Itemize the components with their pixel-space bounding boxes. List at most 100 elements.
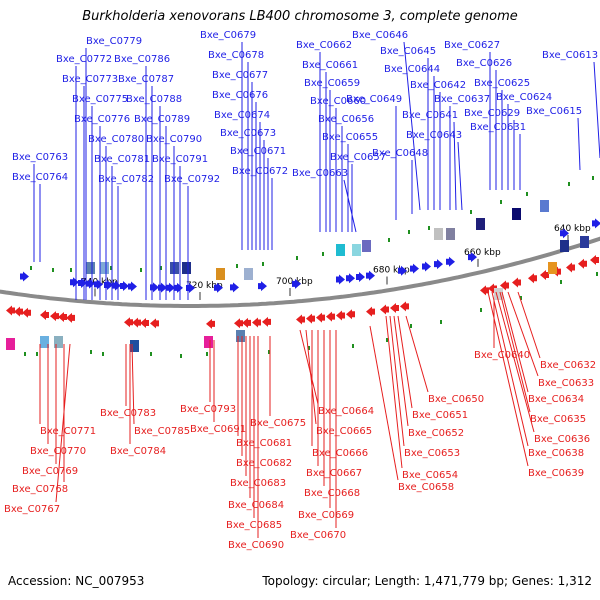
gene-label-bottom: Bxe_C0767	[4, 504, 60, 515]
gene-arrow-bottom	[390, 303, 399, 313]
gene-label-top: Bxe_C0624	[496, 92, 552, 103]
gene-label-top: Bxe_C0646	[352, 30, 408, 41]
gene-label-bottom: Bxe_C0783	[100, 408, 156, 419]
feature-block	[6, 338, 15, 350]
feature-block	[362, 240, 371, 252]
gene-label-top: Bxe_C0660	[310, 96, 366, 107]
gene-label-bottom: Bxe_C0684	[228, 500, 284, 511]
gene-arrow-top	[366, 270, 375, 281]
gene-label-bottom: Bxe_C0651	[412, 410, 468, 421]
gene-arrow-top	[94, 279, 103, 290]
gene-arrow-bottom	[346, 309, 355, 320]
gene-label-top: Bxe_C0626	[456, 58, 512, 69]
genome-summary: Topology: circular; Length: 1,471,779 bp…	[262, 574, 592, 588]
feature-block	[100, 262, 109, 274]
feature-block	[494, 288, 503, 300]
gene-arrow-bottom	[366, 306, 375, 317]
marker-tick	[70, 268, 72, 272]
marker-tick	[52, 268, 54, 272]
marker-tick	[440, 320, 442, 324]
gene-label-bottom: Bxe_C0636	[534, 434, 590, 445]
marker-tick	[24, 352, 26, 356]
gene-label-top: Bxe_C0637	[434, 94, 490, 105]
marker-tick	[180, 354, 182, 358]
marker-tick	[236, 264, 238, 268]
gene-label-bottom: Bxe_C0635	[530, 414, 586, 425]
gene-label-bottom-leader	[55, 343, 71, 503]
gene-label-bottom-leader	[299, 329, 319, 405]
map-title: Burkholderia xenovorans LB400 chromosome…	[82, 9, 518, 24]
gene-label-bottom: Bxe_C0652	[408, 428, 464, 439]
gene-label-bottom: Bxe_C0654	[402, 470, 458, 481]
gene-label-bottom: Bxe_C0784	[110, 446, 166, 457]
gene-label-bottom: Bxe_C0770	[30, 446, 86, 457]
gene-label-bottom: Bxe_C0690	[228, 540, 284, 551]
gene-label-top: Bxe_C0781	[94, 154, 150, 165]
gene-arrow-bottom	[380, 304, 389, 315]
marker-tick	[36, 352, 38, 356]
gene-label-bottom-leader	[499, 291, 531, 413]
gene-label-bottom: Bxe_C0664	[318, 406, 374, 417]
gene-label-top: Bxe_C0679	[200, 30, 256, 41]
gene-label-top: Bxe_C0662	[296, 40, 352, 51]
gene-arrow-bottom	[566, 262, 575, 273]
gene-label-top: Bxe_C0645	[380, 46, 436, 57]
gene-label-bottom: Bxe_C0668	[304, 488, 360, 499]
gene-arrow-bottom	[150, 318, 159, 329]
gene-label-top: Bxe_C0655	[322, 132, 378, 143]
gene-arrow-top	[560, 228, 569, 239]
gene-arrow-top	[112, 280, 121, 291]
gene-arrow-top	[174, 282, 183, 293]
marker-tick	[308, 346, 310, 350]
gene-label-bottom-leader	[389, 315, 405, 447]
scale-label: 680 kbp	[373, 265, 410, 275]
gene-arrow-bottom	[14, 306, 23, 317]
feature-block	[182, 262, 191, 274]
gene-arrow-bottom	[58, 312, 67, 323]
gene-label-top: Bxe_C0775	[72, 94, 128, 105]
marker-tick	[160, 266, 162, 270]
gene-arrow-top	[120, 281, 129, 292]
gene-arrow-bottom	[50, 311, 59, 322]
marker-tick	[30, 266, 32, 270]
feature-block	[434, 228, 443, 240]
gene-arrow-bottom	[316, 312, 325, 323]
gene-arrow-top	[258, 281, 267, 292]
gene-label-bottom: Bxe_C0769	[22, 466, 78, 477]
gene-label-top: Bxe_C0678	[208, 50, 264, 61]
gene-label-bottom-leader	[405, 315, 429, 393]
gene-arrow-top	[78, 277, 87, 288]
gene-label-top-leader	[577, 117, 581, 171]
gene-arrow-top	[166, 282, 175, 293]
marker-tick	[150, 352, 152, 356]
marker-tick	[322, 252, 324, 256]
gene-label-top: Bxe_C0776	[74, 114, 130, 125]
chromosome-backbone	[0, 236, 600, 308]
gene-arrow-top	[70, 277, 79, 288]
gene-arrow-bottom	[40, 310, 49, 320]
gene-arrow-bottom	[590, 255, 599, 265]
gene-label-bottom-leader	[369, 325, 399, 481]
marker-tick	[568, 182, 570, 186]
feature-block	[540, 200, 549, 212]
marker-tick	[520, 296, 522, 300]
gene-arrow-top	[422, 261, 431, 272]
gene-label-top: Bxe_C0672	[232, 166, 288, 177]
feature-block	[580, 236, 589, 248]
gene-label-bottom: Bxe_C0785	[134, 426, 190, 437]
feature-block	[40, 336, 49, 348]
gene-label-bottom: Bxe_C0639	[528, 468, 584, 479]
gene-arrow-bottom	[400, 301, 409, 312]
gene-arrow-top	[86, 278, 95, 289]
marker-tick	[388, 238, 390, 242]
gene-arrow-bottom	[306, 313, 315, 324]
gene-arrow-top	[434, 259, 443, 270]
marker-tick	[110, 266, 112, 270]
gene-label-top-leader	[403, 41, 421, 211]
gene-arrow-bottom	[252, 317, 261, 328]
feature-block	[216, 268, 225, 280]
gene-label-top: Bxe_C0659	[304, 78, 360, 89]
gene-arrow-bottom	[512, 277, 521, 288]
gene-label-bottom-leader	[501, 291, 529, 393]
